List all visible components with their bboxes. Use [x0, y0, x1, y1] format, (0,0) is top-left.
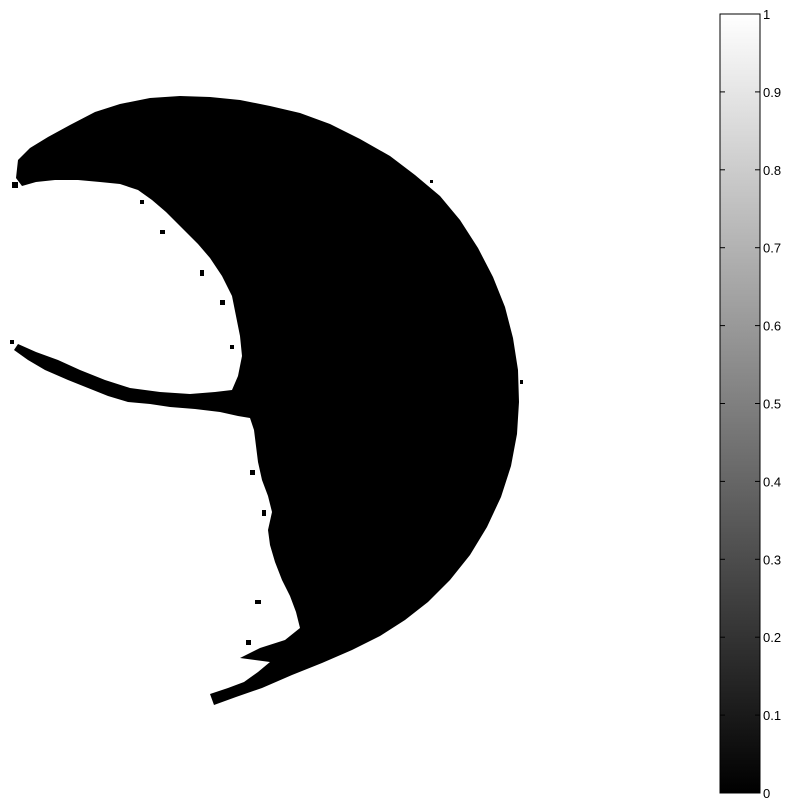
image-plot	[10, 96, 523, 705]
colorbar-tick-label: 0.5	[763, 397, 781, 412]
colorbar-ticks	[720, 13, 760, 794]
colorbar-tick-label: 0.3	[763, 552, 781, 567]
colorbar-tick-label: 0.4	[763, 474, 781, 489]
colorbar-gradient	[719, 13, 761, 794]
dark-region	[14, 96, 519, 705]
colorbar-tick-label: 0	[763, 786, 770, 801]
colorbar-tick-labels: 0 0.1 0.2 0.3 0.4 0.5 0.6 0.7 0.8 0.9 1	[763, 7, 781, 801]
colorbar: 0 0.1 0.2 0.3 0.4 0.5 0.6 0.7 0.8 0.9 1	[719, 7, 781, 801]
colorbar-tick-label: 0.8	[763, 163, 781, 178]
colorbar-tick-label: 0.6	[763, 319, 781, 334]
colorbar-tick-label: 0.7	[763, 241, 781, 256]
colorbar-tick-label: 0.2	[763, 630, 781, 645]
colorbar-tick-label: 1	[763, 7, 770, 22]
colorbar-tick-label: 0.9	[763, 85, 781, 100]
edge-speckles	[10, 106, 523, 694]
colorbar-tick-label: 0.1	[763, 708, 781, 723]
